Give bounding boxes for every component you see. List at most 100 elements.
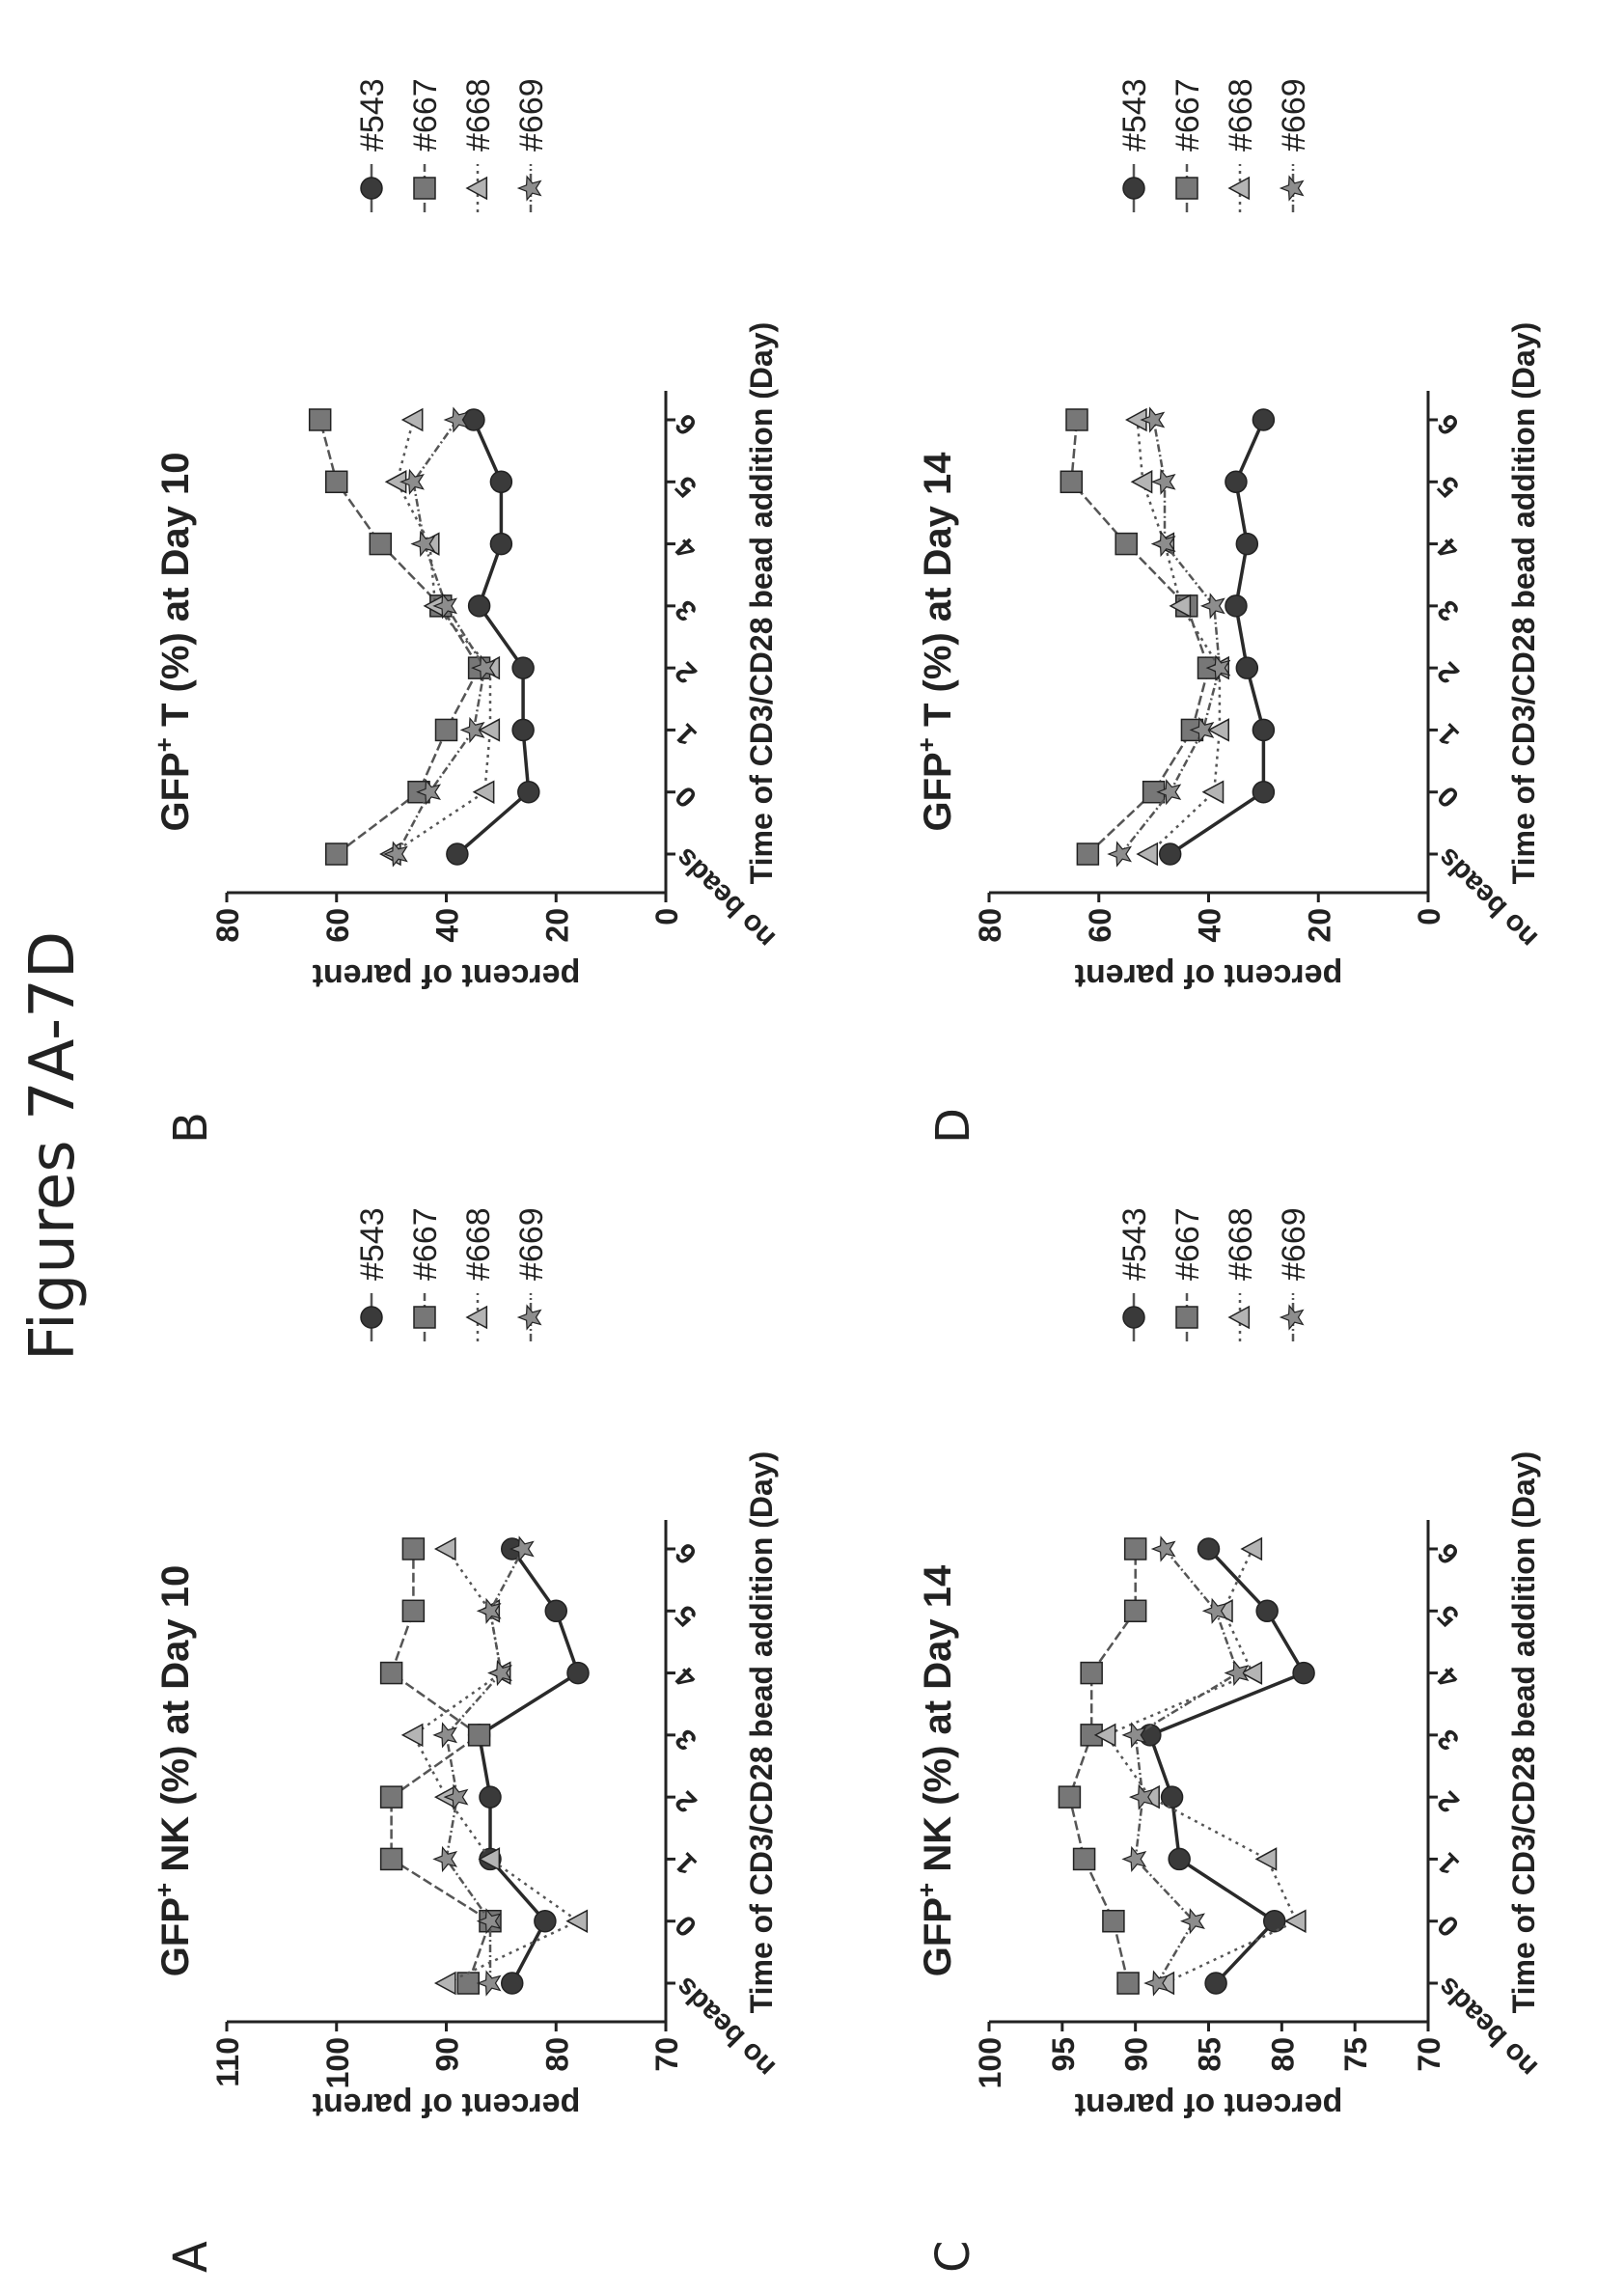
legend-marker	[516, 1304, 542, 1331]
legend-marker	[360, 177, 383, 200]
chart-title-prefix: GFP	[154, 752, 197, 831]
series-line-668	[1136, 419, 1222, 855]
data-point-667	[1123, 1599, 1147, 1623]
data-point-669	[476, 1908, 502, 1935]
y-tick-label: 90	[430, 2037, 465, 2072]
legend-label: #543	[354, 1207, 391, 1281]
data-point-667	[1076, 842, 1100, 866]
data-point-668	[400, 1723, 424, 1748]
x-tick-label: 1	[670, 717, 703, 751]
y-tick-label: 40	[430, 908, 465, 943]
legend-label: #669	[1276, 78, 1312, 152]
y-tick-label: 0	[1412, 908, 1446, 925]
y-tick-label: 20	[539, 908, 574, 943]
data-point-543	[489, 470, 513, 494]
x-tick-label: 4	[1431, 1660, 1465, 1694]
data-point-669	[432, 1845, 458, 1873]
data-point-668	[433, 1971, 456, 1996]
x-tick-label: 3	[1432, 594, 1466, 627]
data-point-543	[1235, 656, 1259, 679]
data-point-669	[432, 593, 458, 620]
data-point-543	[479, 1785, 502, 1809]
data-point-667	[1060, 470, 1084, 494]
data-point-669	[459, 716, 485, 744]
series-line-669	[396, 419, 486, 855]
x-tick-label: 2	[1432, 1784, 1466, 1818]
data-point-668	[1201, 780, 1225, 804]
legend-label: #669	[1276, 1207, 1312, 1281]
y-tick-label: 0	[649, 908, 684, 925]
data-point-668	[1136, 842, 1159, 867]
data-point-543	[1252, 780, 1276, 804]
data-point-669	[432, 1722, 458, 1749]
data-point-667	[1123, 1537, 1147, 1560]
data-point-669	[410, 530, 436, 558]
data-point-543	[1160, 1785, 1184, 1809]
y-tick-label: 80	[973, 908, 1007, 943]
data-point-667	[1065, 408, 1088, 431]
data-point-543	[489, 532, 513, 556]
data-point-543	[1235, 532, 1259, 556]
x-axis-label: Time of CD3/CD28 bead addition (Day)	[1506, 1451, 1541, 2014]
data-point-543	[1204, 1972, 1227, 1995]
data-point-669	[383, 841, 408, 868]
data-point-668	[1283, 1909, 1307, 1933]
x-tick-label: 2	[670, 655, 703, 689]
series-line-543	[1147, 1547, 1307, 1985]
data-point-543	[1255, 1599, 1279, 1623]
data-point-668	[478, 1847, 501, 1871]
data-point-669	[509, 1535, 535, 1562]
data-point-543	[1197, 1537, 1221, 1560]
x-tick-label: 0	[670, 1909, 703, 1943]
data-point-669	[476, 1970, 502, 1997]
legend-marker	[1122, 1306, 1145, 1329]
data-point-669	[443, 1783, 469, 1810]
legend-marker	[465, 1305, 488, 1330]
series-line-669	[1119, 419, 1222, 855]
x-tick-label: 3	[670, 1723, 703, 1756]
series-line-668	[411, 1548, 581, 1985]
y-tick-label: 80	[210, 908, 245, 943]
data-point-669	[1224, 1659, 1250, 1687]
legend-label: #543	[1116, 1207, 1153, 1281]
data-point-667	[1115, 532, 1138, 556]
data-point-543	[1252, 718, 1276, 742]
data-point-669	[416, 779, 442, 806]
data-point-543	[544, 1599, 567, 1623]
legend-marker	[516, 175, 542, 202]
legend-label: #668	[1223, 78, 1259, 152]
x-tick-label: 6	[1432, 407, 1466, 441]
x-tick-label: 4	[669, 1660, 702, 1694]
legend-label: #667	[407, 1207, 444, 1281]
data-point-669	[1156, 779, 1182, 806]
data-point-667	[325, 470, 348, 494]
data-point-543	[1168, 1847, 1191, 1871]
y-axis-label: percent of parent	[313, 957, 581, 994]
chart-title-text: T (%) at Day 14	[917, 452, 959, 737]
x-tick-label: 6	[670, 407, 703, 441]
legend-marker	[1279, 1304, 1305, 1331]
data-point-667	[467, 1724, 491, 1747]
y-tick-label: 90	[1119, 2037, 1154, 2072]
data-point-668	[400, 407, 424, 432]
legend-label: #668	[460, 78, 497, 152]
chart-panel-a: GFP+ NK (%) at Day 10 70 80 90 100 110 percent…	[150, 1207, 782, 2123]
y-tick-label: 85	[1193, 2037, 1227, 2072]
y-tick-label: 100	[973, 2037, 1007, 2088]
data-point-543	[1158, 842, 1182, 866]
data-point-669	[1150, 1535, 1176, 1562]
data-point-667	[434, 718, 458, 742]
x-tick-label: 6	[1432, 1536, 1466, 1570]
data-point-667	[308, 408, 332, 431]
data-point-543	[501, 1972, 524, 1995]
x-axis-label: Time of CD3/CD28 bead addition (Day)	[744, 1451, 779, 2014]
legend-marker	[1227, 176, 1251, 201]
legend-label: #667	[1170, 1207, 1206, 1281]
x-tick-label: 6	[670, 1536, 703, 1570]
legend-label: #669	[513, 78, 550, 152]
x-tick-label: 2	[1432, 655, 1466, 689]
data-point-669	[443, 406, 469, 433]
data-point-543	[1292, 1661, 1315, 1685]
y-tick-label: 70	[649, 2037, 684, 2072]
